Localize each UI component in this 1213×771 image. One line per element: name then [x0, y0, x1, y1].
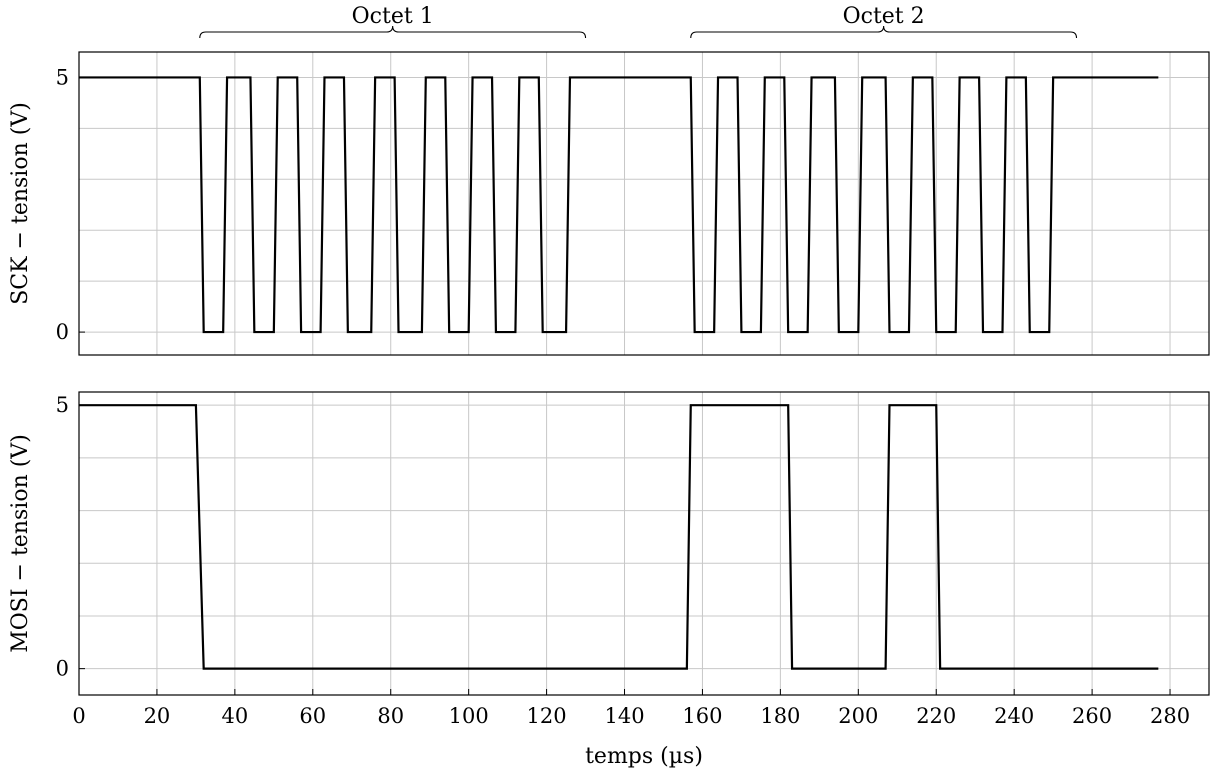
plot-frame-mosi: [78, 391, 1210, 696]
annotations-sck: Octet 1 Octet 2: [199, 4, 1078, 39]
brace-octet-2: [690, 25, 1078, 39]
xtick-label-0: 0: [72, 704, 85, 728]
grid-sck: [79, 52, 1209, 355]
yticks-sck: 05: [56, 65, 85, 344]
ylabel-sck: SCK − tension (V): [8, 102, 33, 305]
ytick-label-5: 5: [56, 65, 69, 89]
plot-frame-sck: [78, 51, 1210, 356]
xtick-label-160: 160: [682, 704, 722, 728]
xtick-label-180: 180: [760, 704, 800, 728]
xtick-label-140: 140: [604, 704, 644, 728]
ytick-label-0: 0: [56, 320, 69, 344]
annotation-octet-1: Octet 1: [352, 4, 434, 29]
series-sck: [79, 76, 1159, 334]
xtick-label-60: 60: [299, 704, 326, 728]
series-mosi: [79, 404, 1159, 670]
grid-mosi: [79, 392, 1209, 695]
xtick-label-220: 220: [916, 704, 956, 728]
xtick-label-80: 80: [377, 704, 404, 728]
chart-mosi: 05 0 20 40 60 80 100 120 140 160 180 200 220 240 260 2…: [8, 391, 1210, 769]
xtick-label-120: 120: [527, 704, 567, 728]
yticks-mosi: 05: [56, 393, 85, 681]
ylabel-mosi: MOSI − tension (V): [8, 434, 33, 653]
xtick-label-20: 20: [144, 704, 171, 728]
xtick-label-280: 280: [1150, 704, 1190, 728]
xlabel-mosi: temps (µs): [585, 744, 703, 769]
ytick-label-0: 0: [56, 657, 69, 681]
xtick-label-240: 240: [994, 704, 1034, 728]
chart-sck: Octet 1 Octet 2 05 SCK − tension (V): [8, 4, 1210, 356]
xtick-label-100: 100: [449, 704, 489, 728]
xtick-label-200: 200: [838, 704, 878, 728]
xtick-label-40: 40: [221, 704, 248, 728]
brace-octet-1: [199, 25, 587, 39]
annotation-octet-2: Octet 2: [843, 4, 925, 29]
xtick-label-260: 260: [1072, 704, 1112, 728]
ytick-label-5: 5: [56, 393, 69, 417]
xticks-mosi: 0 20 40 60 80 100 120 140 160 180 200 220 240 260 280: [72, 689, 1190, 728]
